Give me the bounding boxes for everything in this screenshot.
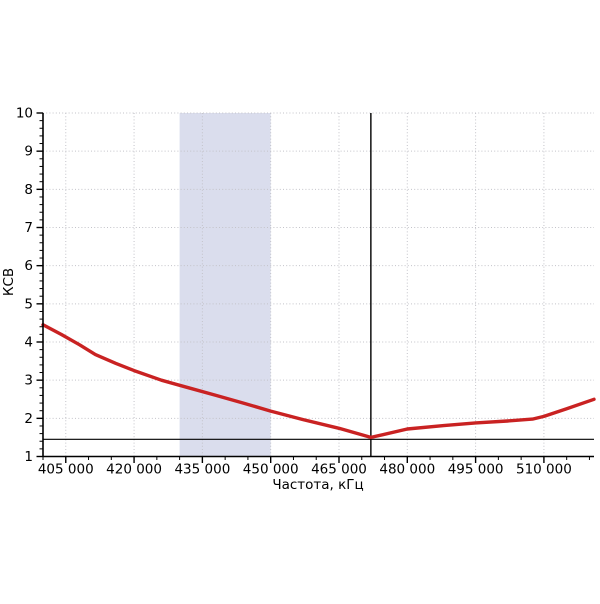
x-tick-label: 405 000 (38, 462, 94, 478)
y-tick-label: 2 (24, 411, 33, 427)
y-tick-label: 8 (24, 182, 33, 198)
x-axis-label: Частота, кГц (272, 477, 363, 493)
highlight-band (179, 113, 271, 457)
tick-layer (36, 112, 590, 463)
y-tick-label: 9 (24, 144, 33, 160)
y-axis-label: КСВ (1, 268, 17, 296)
x-tick-label: 435 000 (174, 462, 230, 478)
axes-layer (42, 113, 594, 458)
x-tick-label: 510 000 (516, 462, 572, 478)
gridline-layer (43, 112, 594, 457)
y-tick-label: 1 (24, 449, 33, 465)
y-tick-label: 4 (24, 335, 33, 351)
highlight-band-layer (179, 113, 271, 457)
y-tick-label: 5 (24, 296, 33, 312)
marker-line-layer (43, 113, 594, 457)
vswr-curve (41, 323, 596, 440)
tick-label-layer: 1 2 3 4 5 6 7 8 9 10 405 000 420 000 435 000 450 000 4… (16, 106, 572, 478)
x-tick-label: 420 000 (106, 462, 162, 478)
x-tick-label: 480 000 (379, 462, 435, 478)
series-layer (41, 323, 596, 440)
y-tick-label: 7 (24, 220, 33, 236)
x-tick-label: 495 000 (448, 462, 504, 478)
y-tick-label: 10 (16, 106, 33, 122)
x-tick-label: 450 000 (243, 462, 299, 478)
x-tick-label: 465 000 (311, 462, 367, 478)
y-tick-label: 3 (24, 373, 33, 389)
y-tick-label: 6 (24, 258, 33, 274)
